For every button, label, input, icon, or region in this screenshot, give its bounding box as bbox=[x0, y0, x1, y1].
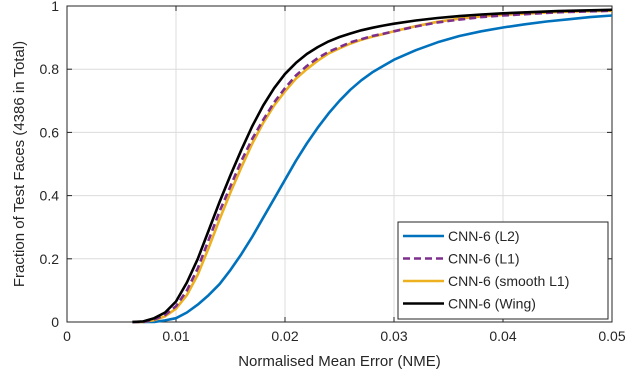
legend: CNN-6 (L2) CNN-6 (L1) CNN-6 (smooth L1) CNN… bbox=[397, 221, 609, 320]
x-axis-label: Normalised Mean Error (NME) bbox=[238, 353, 441, 370]
y-tick-label: 0.8 bbox=[40, 61, 60, 77]
series-line-1 bbox=[132, 14, 613, 324]
series-line-2 bbox=[132, 9, 613, 324]
y-tick-label: 0.2 bbox=[40, 251, 60, 267]
axis-ticks: 0 0.01 0.02 0.03 0.04 0.05 0 0.2 0.4 0.6 0.8 1 bbox=[40, 0, 626, 344]
y-tick-label: 0.6 bbox=[40, 124, 60, 140]
x-tick-label: 0.01 bbox=[162, 328, 189, 344]
legend-label-2: CNN-6 (L1) bbox=[448, 251, 520, 267]
plot-area-frame bbox=[66, 5, 613, 323]
x-tick-label: 0.03 bbox=[380, 328, 407, 344]
legend-label-4: CNN-6 (Wing) bbox=[448, 296, 536, 312]
legend-label-3: CNN-6 (smooth L1) bbox=[448, 273, 569, 289]
x-tick-label: 0.05 bbox=[598, 328, 625, 344]
x-tick-label: 0 bbox=[63, 328, 71, 344]
series-lines bbox=[132, 8, 613, 324]
y-axis-label: Fraction of Test Faces (4386 in Total) bbox=[11, 41, 28, 287]
x-tick-label: 0.02 bbox=[271, 328, 298, 344]
series-line-4 bbox=[132, 8, 613, 324]
legend-label-1: CNN-6 (L2) bbox=[448, 228, 520, 244]
series-line-3 bbox=[132, 9, 613, 324]
y-tick-label: 1 bbox=[51, 0, 59, 14]
y-tick-label: 0.4 bbox=[40, 188, 60, 204]
x-tick-label: 0.04 bbox=[489, 328, 516, 344]
y-tick-label: 0 bbox=[51, 314, 59, 330]
